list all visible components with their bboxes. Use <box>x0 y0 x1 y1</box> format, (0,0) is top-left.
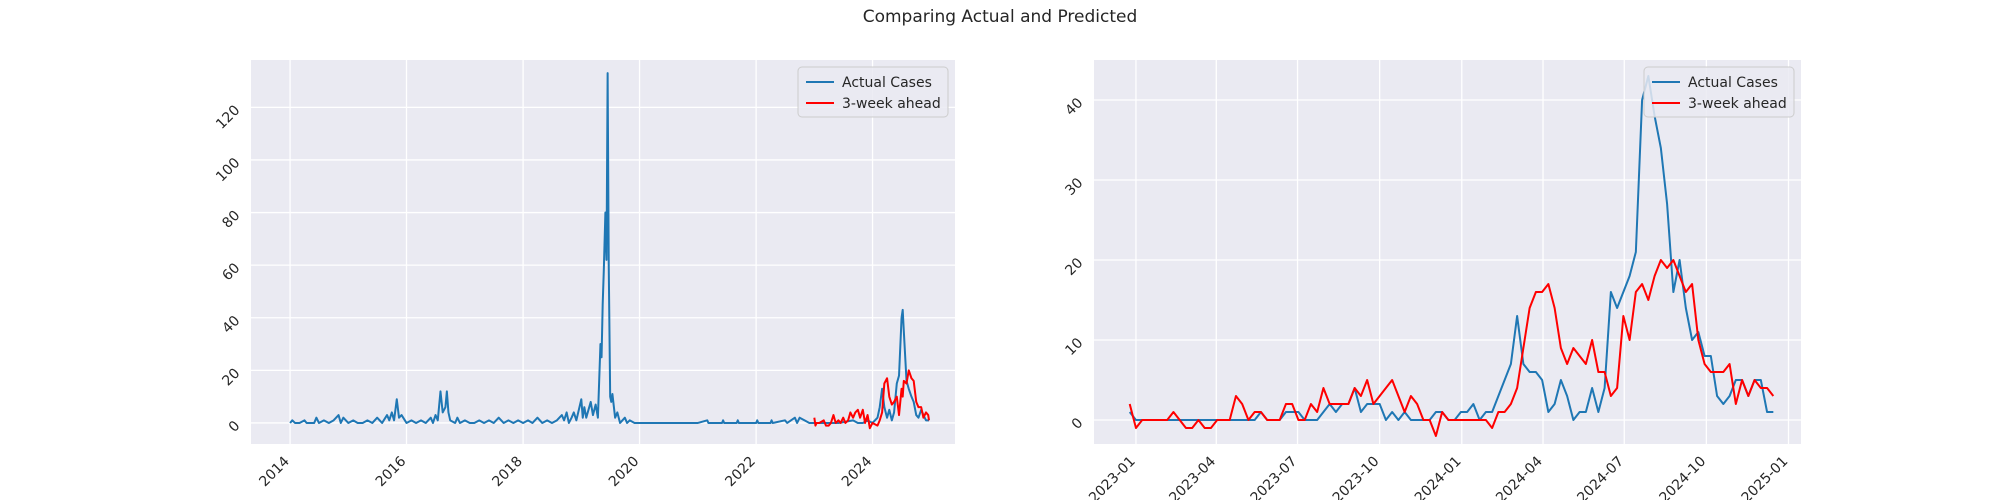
subplot-2: 2023-01 2023-04 2023-07 2023-10 2024-01 2024-… <box>1062 60 1801 500</box>
legend-box <box>1643 66 1795 118</box>
legend-label: Actual Cases <box>842 75 932 91</box>
y-tick-label: 100 <box>213 155 243 185</box>
y-tick-label: 80 <box>219 208 243 232</box>
x-tick-label: 2014 <box>256 453 293 490</box>
plot-area <box>251 60 955 444</box>
y-tick-label: 30 <box>1062 175 1086 199</box>
y-tick-label: 10 <box>1062 335 1086 359</box>
y-tick-label: 20 <box>219 365 243 389</box>
x-tick-label: 2020 <box>606 454 643 491</box>
series-line-3-week-ahead <box>813 369 930 430</box>
y-tick-label: 120 <box>213 102 243 132</box>
y-tick-label: 60 <box>219 260 243 284</box>
legend-label: Actual Cases <box>1688 75 1778 91</box>
y-tick-label: 40 <box>1062 95 1086 119</box>
x-tick-label: 2022 <box>722 454 759 491</box>
x-tick-label: 2023-01 <box>1086 454 1139 500</box>
x-tick-label: 2023-07 <box>1248 454 1301 500</box>
legend-box <box>797 66 949 118</box>
x-tick-label: 2024-04 <box>1493 453 1546 500</box>
x-tick-label: 2023-10 <box>1330 454 1383 500</box>
x-tick-label: 2024-07 <box>1574 454 1627 500</box>
x-tick-label: 2023-04 <box>1166 453 1219 500</box>
x-tick-label: 2025-01 <box>1739 454 1792 500</box>
y-tick-label: 20 <box>1062 255 1086 279</box>
legend-label: 3-week ahead <box>1688 96 1787 112</box>
y-tick-label: 0 <box>226 418 244 436</box>
legend: Actual Cases 3-week ahead <box>1643 66 1795 118</box>
x-tick-label: 2024-01 <box>1412 454 1465 500</box>
subplot-1: 2014 2016 2018 2020 2022 2024 0 20 40 60 80 100 120 A… <box>213 60 955 490</box>
y-tick-label: 40 <box>219 313 243 337</box>
figure-suptitle: Comparing Actual and Predicted <box>862 7 1138 27</box>
x-tick-label: 2024-10 <box>1657 454 1710 500</box>
y-tick-label: 0 <box>1069 415 1087 433</box>
series-line-3-week-ahead <box>1128 259 1775 437</box>
x-tick-label: 2016 <box>373 453 410 490</box>
series-line-actual-cases <box>289 72 929 424</box>
legend-label: 3-week ahead <box>842 96 941 112</box>
plot-area <box>1094 60 1801 444</box>
x-tick-label: 2024 <box>839 453 876 490</box>
legend: Actual Cases 3-week ahead <box>797 66 949 118</box>
x-tick-label: 2018 <box>489 454 526 491</box>
